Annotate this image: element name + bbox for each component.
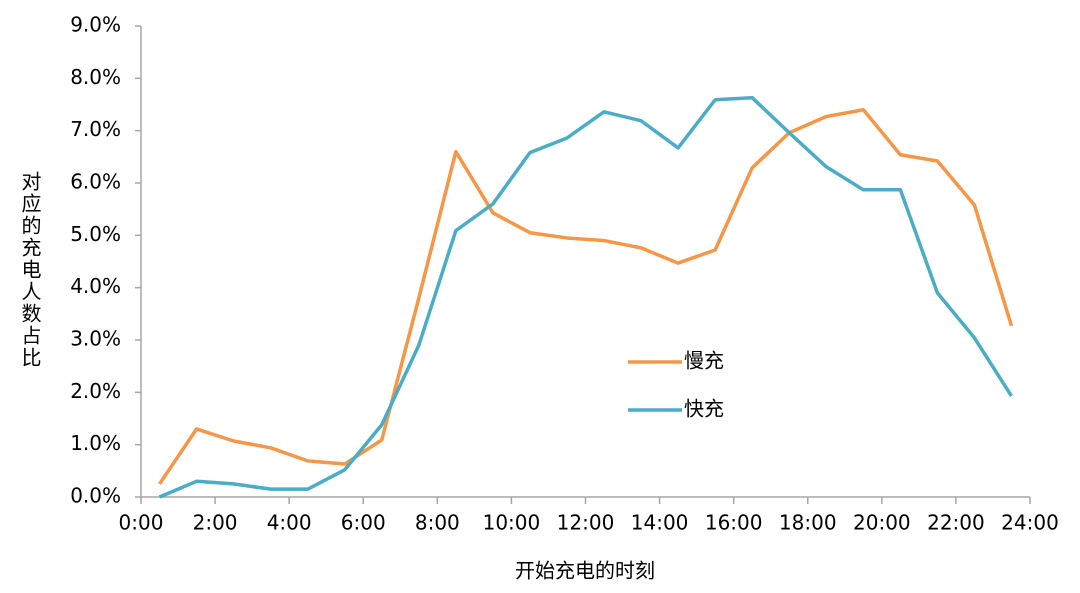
x-axis-label: 开始充电的时刻 bbox=[515, 559, 655, 583]
y-tick-label: 2.0% bbox=[70, 379, 121, 403]
y-tick-label: 6.0% bbox=[70, 170, 121, 194]
x-tick-label: 8:00 bbox=[415, 511, 460, 535]
y-tick-label: 9.0% bbox=[70, 13, 121, 37]
x-tick-label: 20:00 bbox=[853, 511, 911, 535]
y-tick-label: 4.0% bbox=[70, 274, 121, 298]
x-tick-label: 4:00 bbox=[267, 511, 312, 535]
x-tick-label: 18:00 bbox=[779, 511, 837, 535]
legend-label: 快充 bbox=[684, 397, 724, 421]
y-tick-label: 0.0% bbox=[70, 484, 121, 508]
x-tick-label: 0:00 bbox=[119, 511, 164, 535]
x-tick-label: 24:00 bbox=[1001, 511, 1059, 535]
x-tick-label: 12:00 bbox=[557, 511, 615, 535]
x-tick-label: 16:00 bbox=[705, 511, 763, 535]
x-tick-label: 14:00 bbox=[631, 511, 689, 535]
y-axis-label: 对应的充电人数占比 bbox=[18, 171, 42, 369]
x-tick-label: 22:00 bbox=[927, 511, 985, 535]
y-tick-label: 7.0% bbox=[70, 117, 121, 141]
y-tick-label: 1.0% bbox=[70, 431, 121, 455]
x-tick-label: 6:00 bbox=[341, 511, 386, 535]
series-line bbox=[158, 107, 1014, 485]
y-tick-label: 5.0% bbox=[70, 222, 121, 246]
y-tick-label: 3.0% bbox=[70, 327, 121, 351]
legend-label: 慢充 bbox=[684, 349, 724, 373]
series-line bbox=[158, 95, 1013, 499]
y-tick-label: 8.0% bbox=[70, 65, 121, 89]
x-tick-label: 10:00 bbox=[483, 511, 541, 535]
x-tick-label: 2:00 bbox=[193, 511, 238, 535]
